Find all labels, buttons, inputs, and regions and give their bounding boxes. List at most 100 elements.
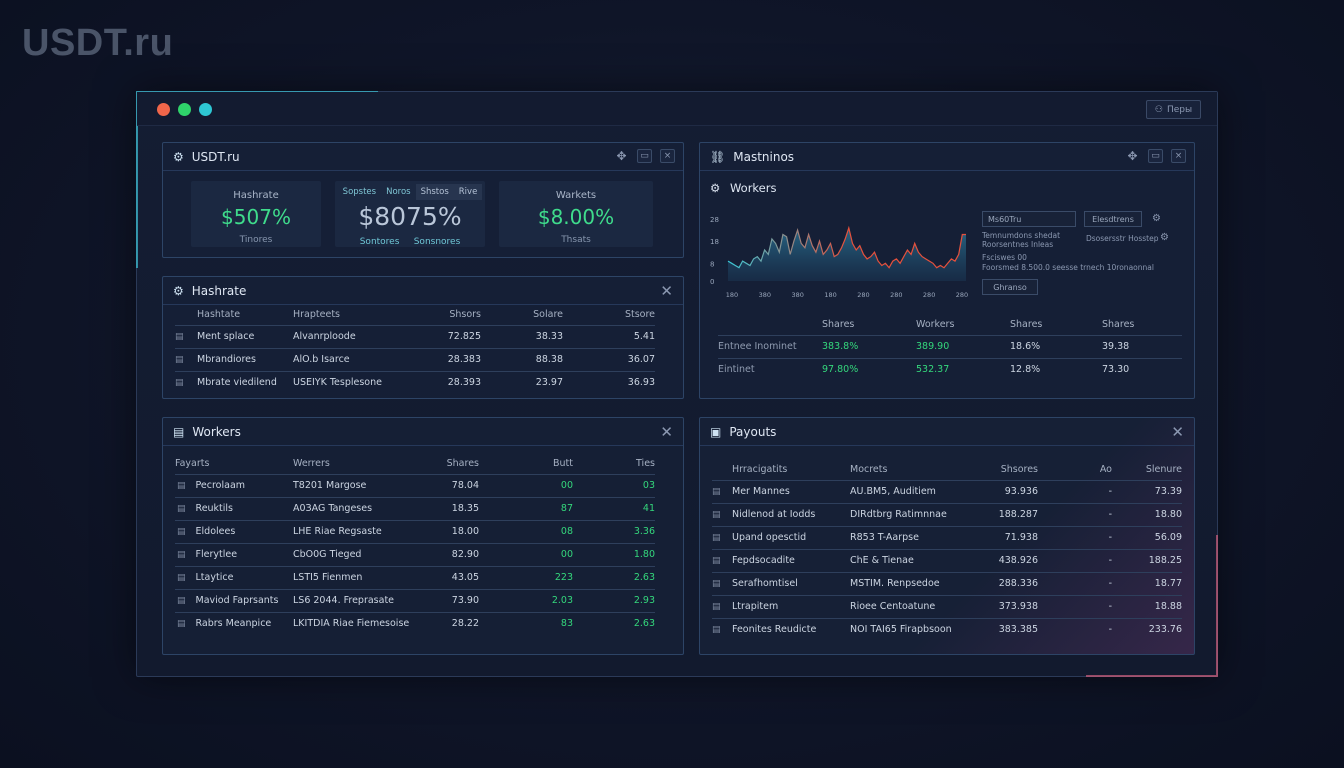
move-icon[interactable]: ✥ — [1127, 149, 1138, 163]
column-header: Hrracigatits — [732, 464, 788, 476]
mastnos-panel-title: Mastninos — [733, 149, 795, 164]
table-row[interactable]: ▤ Mbrate viedilend USEIYK Tesplesone 28.393… — [175, 370, 655, 394]
side-label: Dsosersstr Hosstep — [1086, 234, 1159, 243]
tab-shstos[interactable]: Shstos — [415, 184, 454, 200]
window-icon[interactable]: ▭ — [1148, 149, 1163, 163]
cell: ▤ Maviod Faprsants — [175, 588, 293, 612]
table-row[interactable]: ▤ Mer Mannes AU.BM5, Auditiem 93.936-73.39 — [712, 479, 1182, 503]
close-icon[interactable]: ✕ — [660, 282, 673, 300]
close-icon[interactable]: ✕ — [660, 423, 673, 441]
table-row[interactable]: ▤ Reuktils A0ЗAG Tangeses 18.35 87 41 — [175, 496, 655, 520]
cell: 532.37 — [916, 357, 1010, 381]
move-icon[interactable]: ✥ — [616, 149, 627, 163]
cell: 18.00 — [443, 519, 479, 543]
cell: 18.88 — [1112, 594, 1182, 618]
cell: - — [1038, 479, 1112, 503]
hashrate-table: Hashtate Hrapteets Shsors Solare Stsore … — [175, 305, 655, 394]
close-window-button[interactable] — [157, 103, 170, 116]
settings-icon-2[interactable]: ⚙ — [1160, 232, 1169, 243]
maximize-window-button[interactable] — [199, 103, 212, 116]
table-row[interactable]: ▤ Nidlenod at Iodds DIRdtbrg Ratimnnae 188.… — [712, 502, 1182, 526]
cell: 28.393 — [421, 370, 481, 394]
top-right-button[interactable]: ⚇ Перы — [1146, 100, 1201, 119]
row-checkbox-icon[interactable]: ▤ — [712, 479, 732, 503]
row-checkbox-icon[interactable]: ▤ — [177, 619, 186, 630]
cell: DIRdtbrg Ratimnnae — [850, 502, 976, 526]
mastnos-panel-header: ⛓ Mastninos ✥ ▭ × — [700, 143, 1194, 171]
cell: ▤ Flerytlee — [175, 542, 293, 566]
row-checkbox-icon[interactable]: ▤ — [712, 617, 732, 641]
cell: 373.938 — [976, 594, 1038, 618]
cell: 71.938 — [976, 525, 1038, 549]
close-icon[interactable]: ✕ — [1171, 423, 1184, 441]
stats-panel-title: USDT.ru — [191, 149, 240, 164]
workers-subtitle-text: Workers — [729, 181, 777, 195]
cell: ▤ Pecrolaam — [175, 473, 293, 497]
chart-series-line — [727, 225, 966, 269]
row-checkbox-icon[interactable]: ▤ — [712, 525, 732, 549]
tab-sopstes[interactable]: Sopstes — [342, 187, 377, 197]
x-tick-label: 280 — [857, 291, 869, 299]
column-header: Butt — [553, 458, 573, 470]
table-row[interactable]: Eintinet 97.80% 532.37 12.8% 73.30 — [718, 357, 1182, 381]
table-row[interactable]: ▤ Feonites Reudicte NOI TAI65 Firapbsoon 38… — [712, 617, 1182, 641]
row-checkbox-icon[interactable]: ▤ — [177, 527, 186, 537]
row-checkbox-icon[interactable]: ▤ — [177, 550, 186, 560]
window-icon[interactable]: ▭ — [637, 149, 652, 163]
cell: AlO.b Isarce — [293, 347, 421, 371]
cell: 188.25 — [1112, 548, 1182, 572]
x-tick-label: 180 — [726, 291, 738, 299]
close-icon[interactable]: × — [1171, 149, 1186, 163]
ghranso-button[interactable]: Ghranso — [982, 279, 1038, 295]
table-row[interactable]: ▤ Upand opesctid R853 T-Aarpse 71.938-56.09 — [712, 525, 1182, 549]
row-checkbox-icon[interactable]: ▤ — [175, 347, 197, 371]
table-row[interactable]: Entnee Inominet 383.8% 389.90 18.6% 39.3… — [718, 334, 1182, 358]
row-checkbox-icon[interactable]: ▤ — [177, 481, 186, 491]
table-row[interactable]: ▤ Flerytlee CbO0G Tieged 82.90 00 1.80 — [175, 542, 655, 566]
cell: Serafhomtisel — [732, 571, 850, 595]
cell: Mbrandiores — [197, 347, 293, 371]
note-line-1: Temnumdons shedat — [982, 231, 1061, 240]
stat-sub: Tinores — [239, 235, 273, 245]
table-row[interactable]: ▤ Pecrolaam T8201 Margose 78.04 00 03 — [175, 473, 655, 497]
table-row[interactable]: ▤ Rabrs Meanpice LKITDIA Riae Fiemesoise 28… — [175, 611, 655, 635]
row-checkbox-icon[interactable]: ▤ — [175, 370, 197, 394]
cell: 1.80 — [573, 542, 655, 566]
cell: ▤ Ltaytice — [175, 565, 293, 589]
table-row[interactable]: ▤ Ltaytice LSTI5 Fienmen 43.05 223 2.63 — [175, 565, 655, 589]
search-input[interactable]: Ms60Tru — [982, 211, 1076, 227]
row-checkbox-icon[interactable]: ▤ — [712, 571, 732, 595]
mastnos-panel: ⛓ Mastninos ✥ ▭ × ⚙ Workers — [699, 142, 1195, 399]
tab-rive[interactable]: Rive — [453, 184, 483, 200]
stat-card-main: Sopstes Noros Shstos Rive $8075% Sontore… — [335, 181, 485, 247]
table-row[interactable]: ▤ Fepdsocadite ChE & Tienae 438.926-188.25 — [712, 548, 1182, 572]
table-row[interactable]: ▤ Maviod Faprsants LS6 2044. Freprasate 73.… — [175, 588, 655, 612]
minimize-window-button[interactable] — [178, 103, 191, 116]
row-checkbox-icon[interactable]: ▤ — [177, 573, 186, 583]
table-row[interactable]: ▤ Ltrapitem Rioee Centoatune 373.938-18.88 — [712, 594, 1182, 618]
table-row[interactable]: ▤ Eldolees LHE Riae Regsaste 18.00 08 3.36 — [175, 519, 655, 543]
row-checkbox-icon[interactable]: ▤ — [177, 504, 186, 514]
row-checkbox-icon[interactable]: ▤ — [712, 594, 732, 618]
row-checkbox-icon[interactable]: ▤ — [177, 596, 186, 606]
row-checkbox-icon[interactable]: ▤ — [712, 548, 732, 572]
column-header: Shsors — [449, 309, 481, 321]
cell-text: Ltaytice — [195, 572, 234, 583]
stats-panel: ⚙ USDT.ru ✥ ▭ × Hashrate $507% Tinores S… — [162, 142, 684, 258]
cell: 72.825 — [421, 324, 481, 348]
cell: 43.05 — [443, 565, 479, 589]
row-checkbox-icon[interactable]: ▤ — [175, 324, 197, 348]
row-checkbox-icon[interactable]: ▤ — [712, 502, 732, 526]
cell: 28.22 — [443, 611, 479, 635]
payouts-panel: ▣ Payouts ✕ Hrracigatits Mocrets Shsores… — [699, 417, 1195, 655]
table-row[interactable]: ▤ Serafhomtisel MSTIM. Renpsedoe 288.336-18… — [712, 571, 1182, 595]
close-icon[interactable]: × — [660, 149, 675, 163]
table-row[interactable]: ▤ Mbrandiores AlO.b Isarce 28.383 88.38 36.07 — [175, 347, 655, 371]
tab-noros[interactable]: Noros — [386, 187, 411, 197]
stat-card-warkets: Warkets $8.00% Thsats — [499, 181, 653, 247]
settings-icon[interactable]: ⚙ — [1152, 213, 1161, 224]
table-row[interactable]: ▤ Ment splace Alvanrploode 72.825 38.33 5.41 — [175, 324, 655, 348]
column-header: Stsore — [624, 309, 655, 321]
cell: 73.30 — [1102, 357, 1182, 381]
electrons-button[interactable]: Elesdtrens — [1084, 211, 1142, 227]
